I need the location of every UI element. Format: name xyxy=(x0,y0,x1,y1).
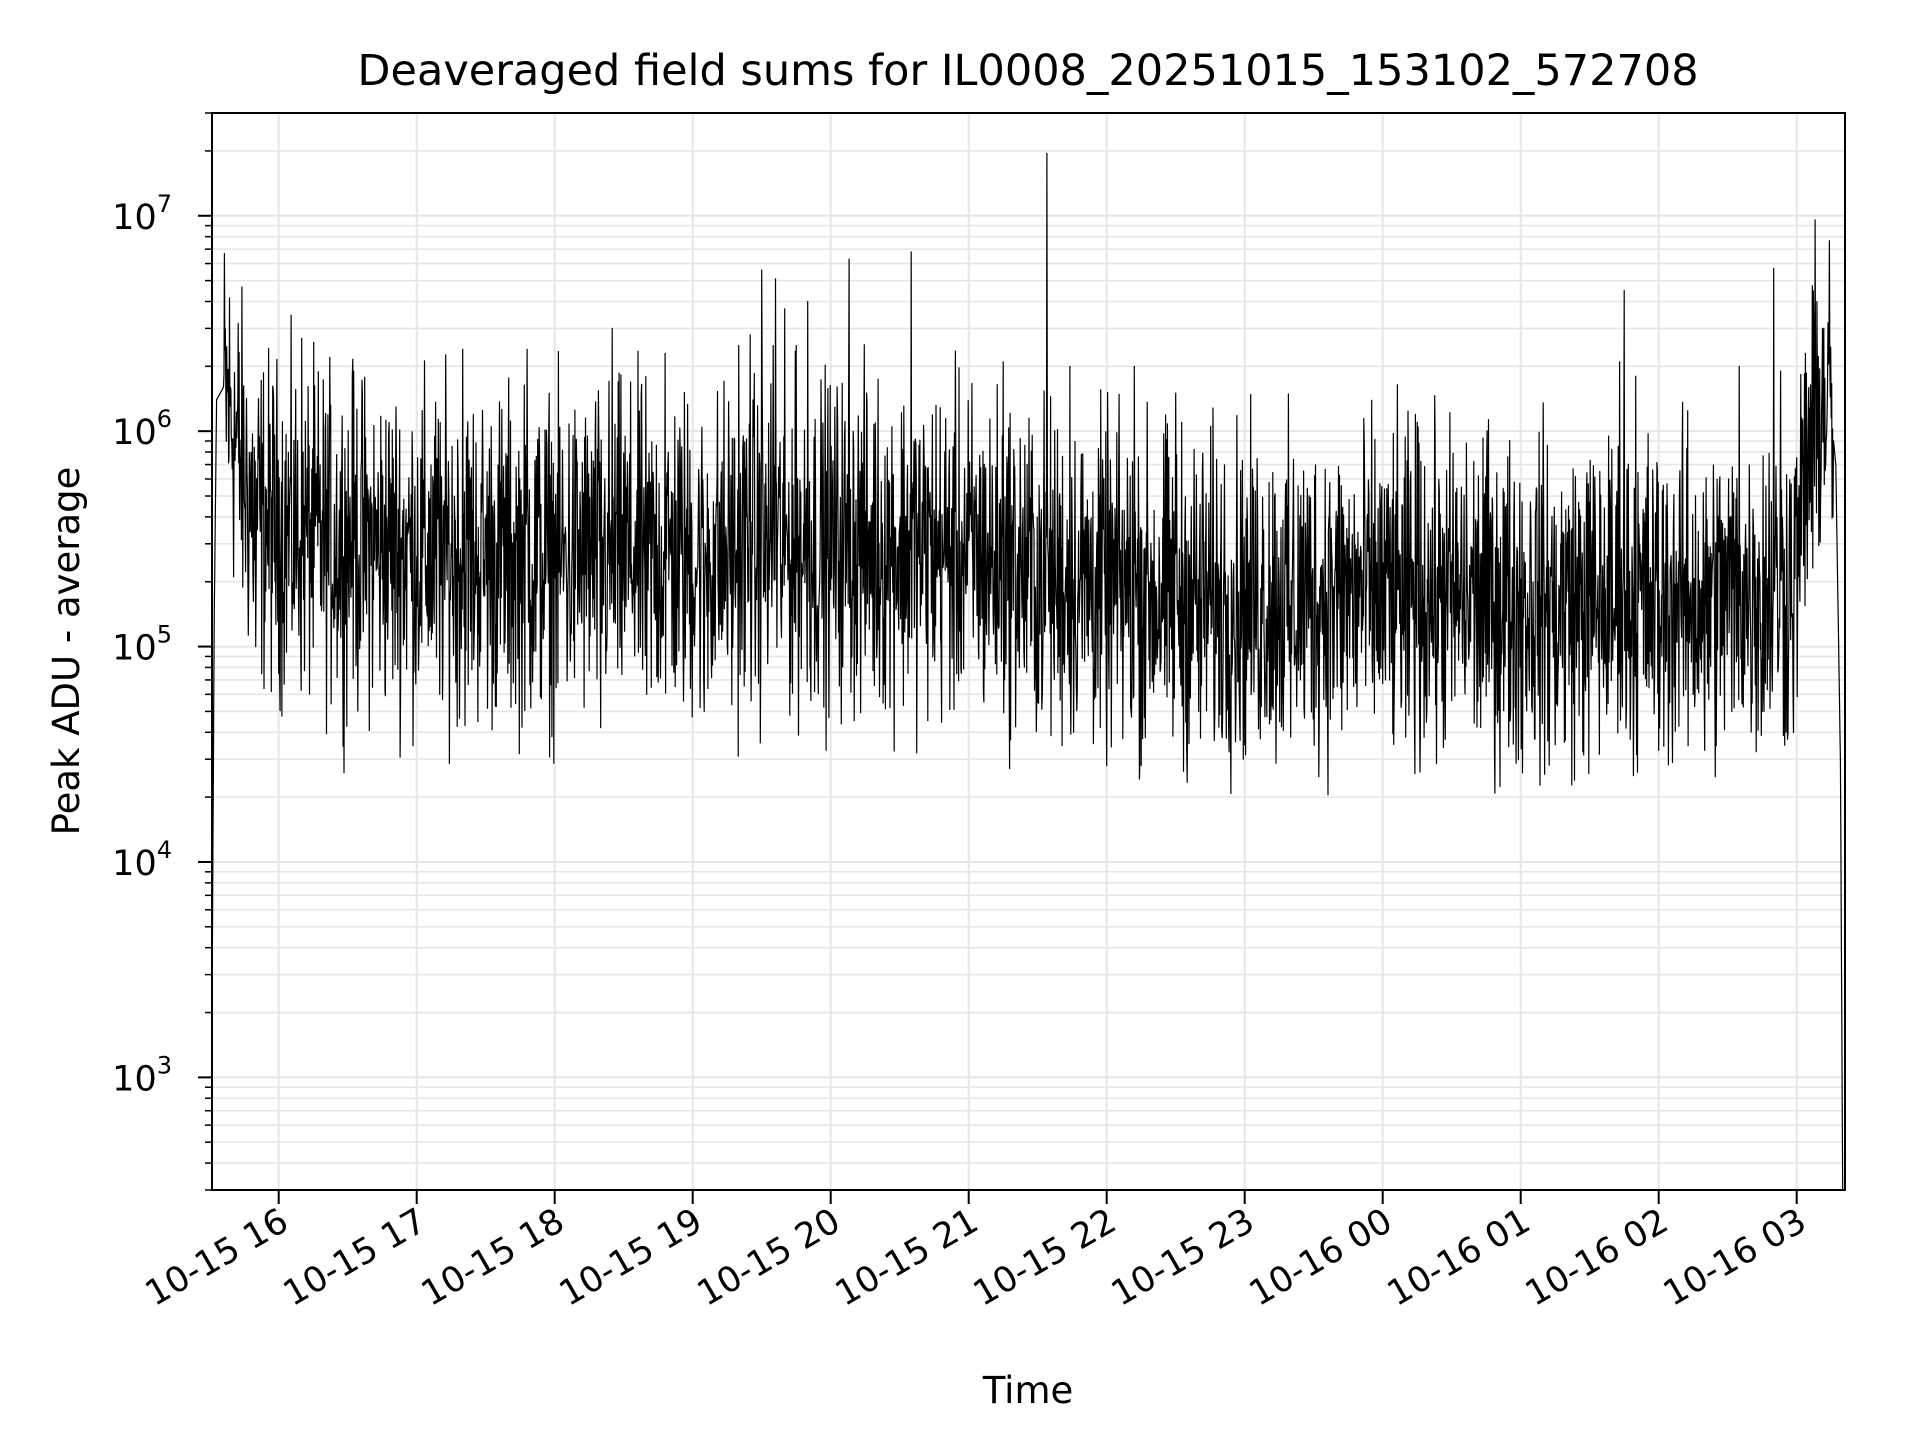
y-tick-label: 107 xyxy=(112,190,172,238)
series-line xyxy=(211,152,1844,1191)
axes-frame xyxy=(211,112,1846,1191)
chart-title: Deaveraged field sums for IL0008_2025101… xyxy=(357,46,1698,96)
y-tick-label: 106 xyxy=(112,405,172,453)
y-axis: 103 104 105 106 107 xyxy=(112,112,212,1191)
plot-area xyxy=(211,152,1844,1191)
grid xyxy=(212,112,1845,1191)
y-tick-label: 104 xyxy=(112,836,172,884)
x-axis-label: Time xyxy=(982,1369,1074,1412)
y-axis-label: Peak ADU - average xyxy=(45,467,88,836)
y-tick-label: 105 xyxy=(112,621,172,669)
y-tick-label: 103 xyxy=(112,1051,172,1099)
